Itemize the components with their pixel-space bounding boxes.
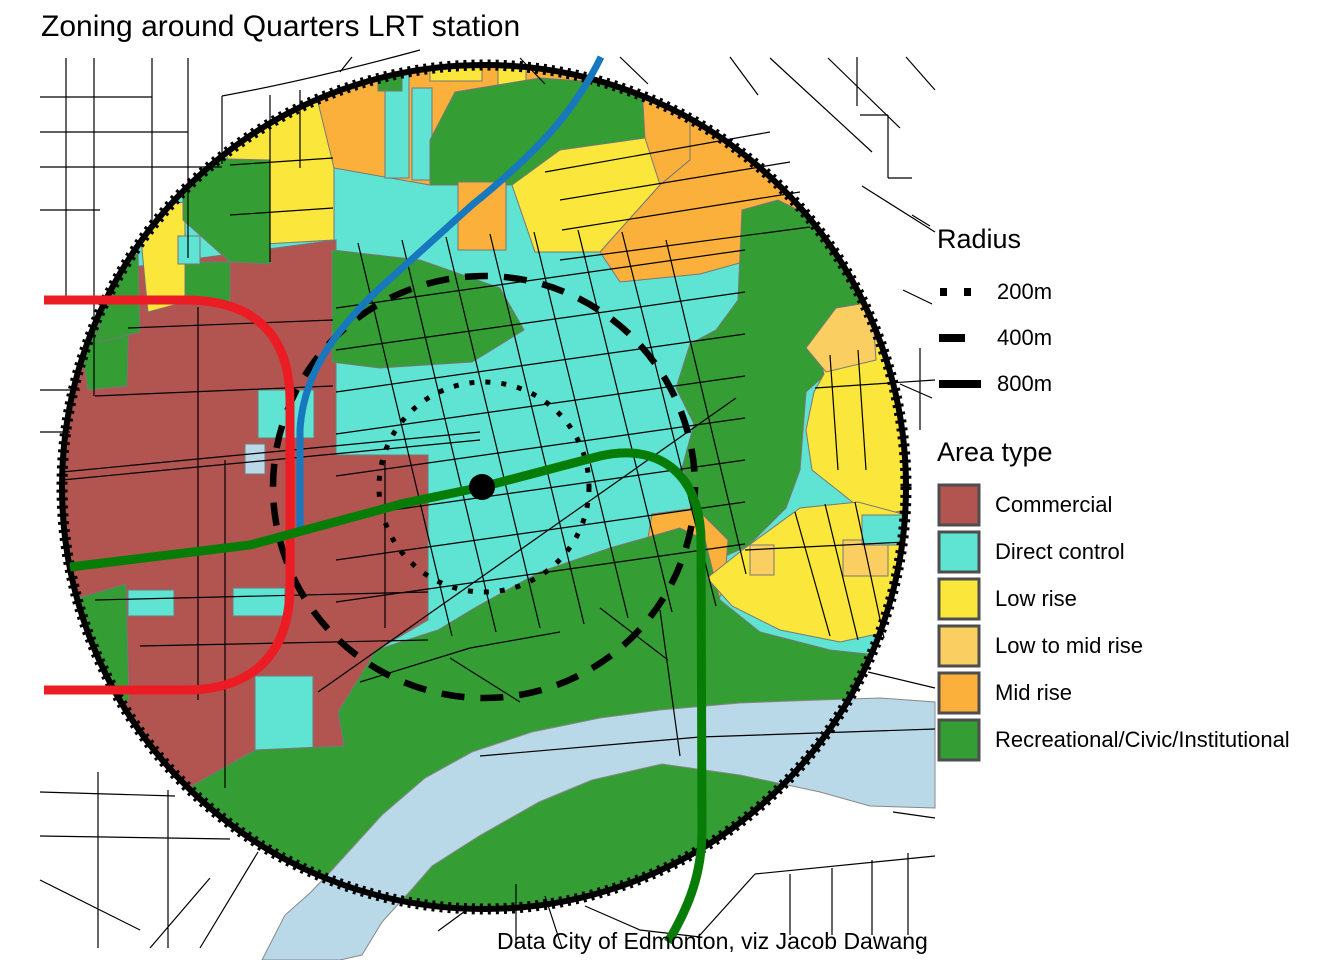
area-item-commercial: Commercial [937,482,1337,528]
direct-control-swatch-icon [937,530,981,574]
radius-800m-circle [56,59,912,915]
zone-green-central-band [331,249,525,369]
area-item-low-to-mid-rise: Low to mid rise [937,623,1337,669]
zone-lowmid-se-2 [842,539,889,577]
zone-orange-ne-parcel [457,181,507,251]
low-rise-swatch-icon [937,577,981,621]
area-item-recreational: Recreational/Civic/Institutional [937,717,1337,763]
area-item-label: Commercial [995,492,1113,517]
area-item-label: Direct control [995,539,1125,564]
zone-green-nw-big [182,157,271,265]
road-network-outer [39,49,936,949]
caption: Data City of Edmonton, viz Jacob Dawang [497,928,928,954]
zone-cyan-parcel-2 [127,589,175,617]
area-item-direct-control: Direct control [937,529,1337,575]
red-route-line [44,295,295,695]
zone-cyan-parcel-3 [232,587,286,617]
station-marker [469,474,495,500]
street-grid-a [335,249,746,603]
blue-route-line [296,55,605,532]
radius-400m-circle [269,272,699,702]
area-item-mid-rise: Mid rise [937,670,1337,716]
legend-panel-mask [936,0,1344,960]
recreational-swatch-icon [937,718,981,762]
radius-200m-circle [376,379,592,595]
mid-rise-swatch-icon [937,671,981,715]
radius-item-400m: 400m [937,315,1337,361]
green-route-line [69,448,707,945]
low-to-mid-rise-swatch-icon [937,624,981,668]
area-item-label: Recreational/Civic/Institutional [995,727,1290,752]
dotted-line-icon [940,288,985,296]
area-type-legend: Area type Commercial Direct control Low … [937,437,1337,763]
radius-item-label: 400m [997,325,1053,350]
commercial-swatch-icon [937,483,981,527]
radius-legend-title: Radius [937,224,1022,254]
radius-item-800m: 800m [937,361,1337,407]
solid-line-icon [939,380,981,388]
street-grid-b [357,229,747,637]
zone-cyan-nw-parcel [177,235,201,265]
river [261,697,936,960]
zone-water-parcel [244,443,266,475]
area-item-label: Low rise [995,586,1077,611]
road-network [39,49,936,949]
area-item-label: Mid rise [995,680,1073,705]
page-title: Zoning around Quarters LRT station [41,10,521,43]
radius-item-200m: 200m [937,269,1337,315]
road-network-inner [61,90,936,788]
radius-item-label: 800m [997,371,1053,396]
area-item-label: Low to mid rise [995,633,1143,658]
legend: Radius 200m 400m 800m Area type Commerci… [937,224,1337,764]
zone-cyan-n-strip2 [411,87,433,181]
radius-item-label: 200m [997,279,1053,304]
area-item-low-rise: Low rise [937,576,1337,622]
area-type-legend-title: Area type [937,437,1053,467]
dashed-line-icon [939,334,985,342]
